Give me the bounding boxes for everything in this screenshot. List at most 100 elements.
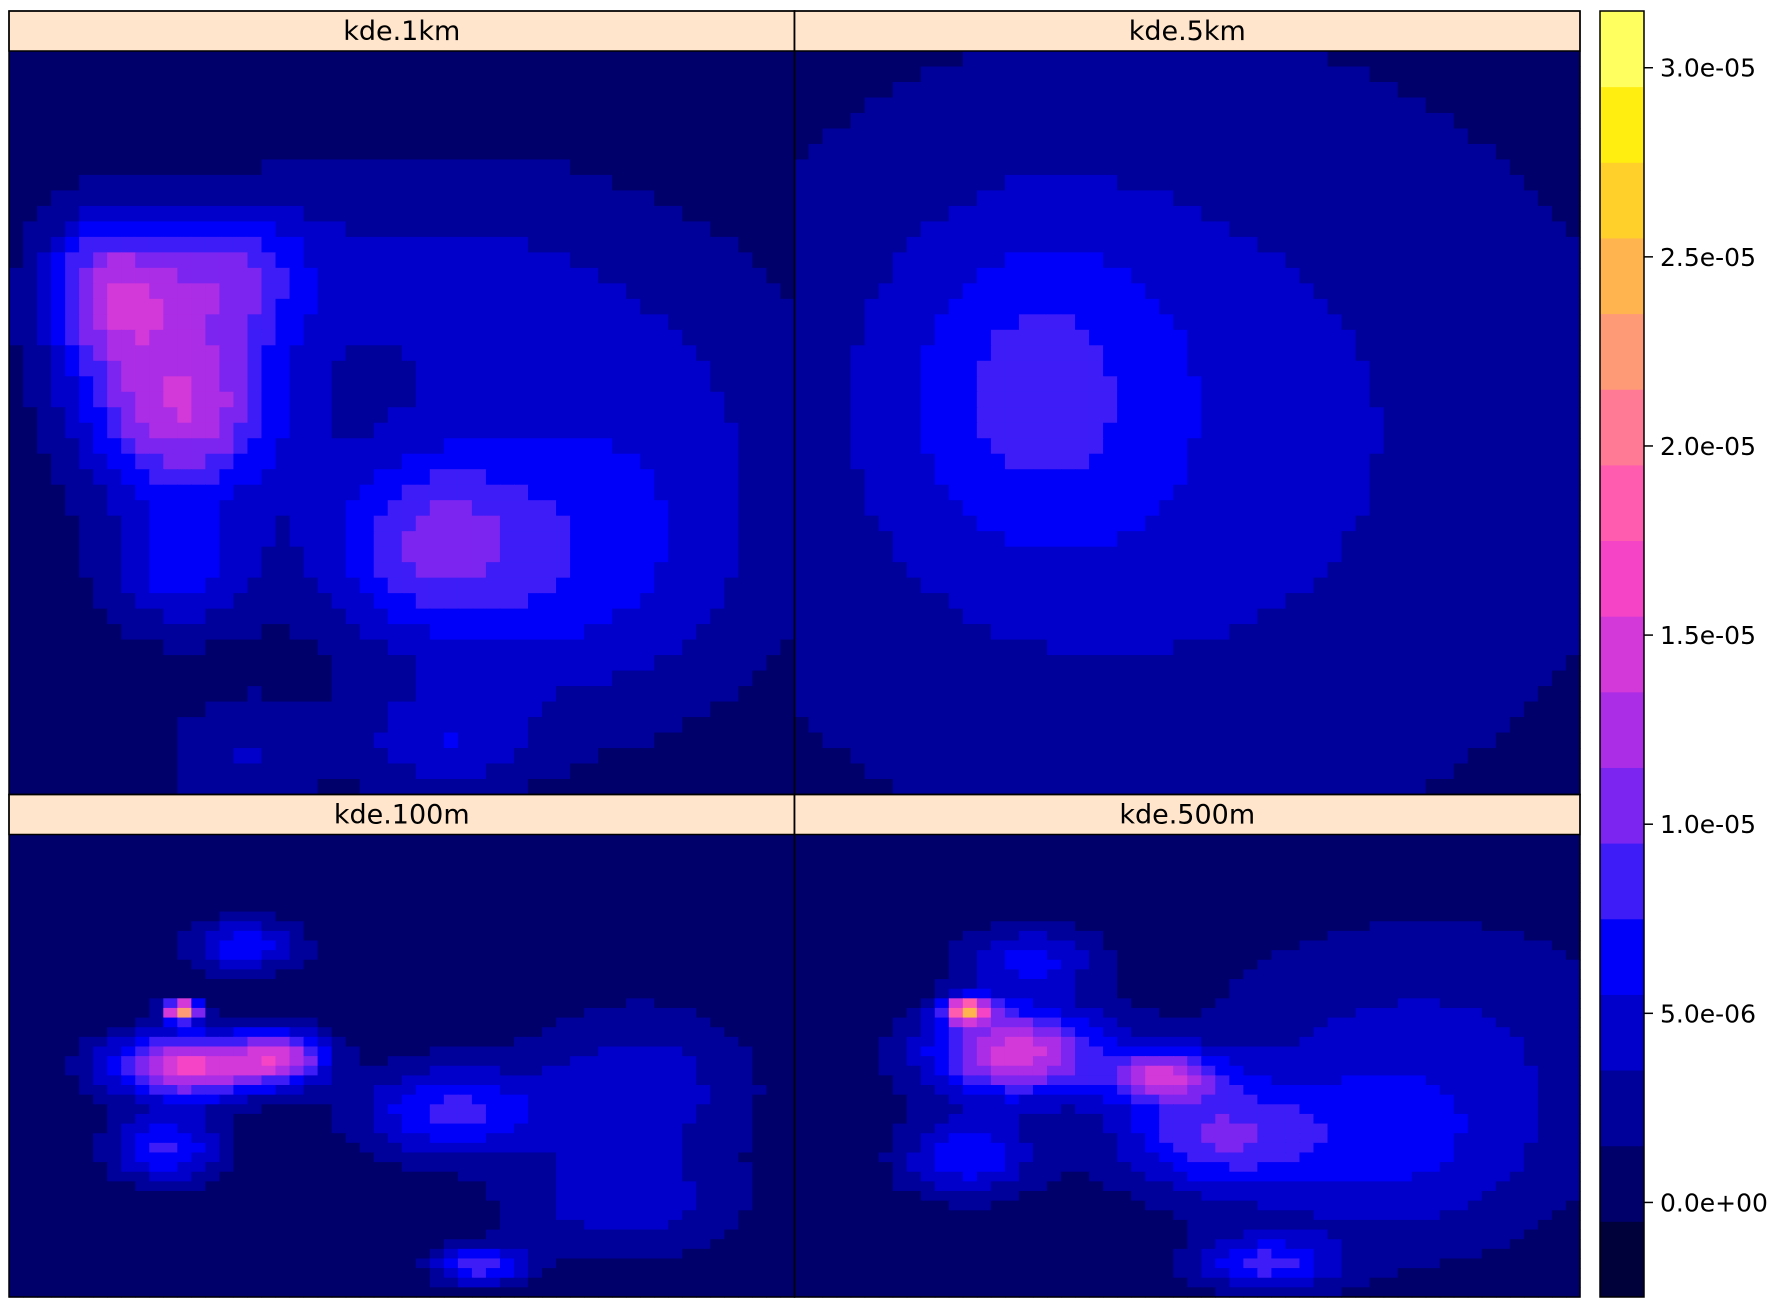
raster-cell xyxy=(527,546,543,563)
raster-cell xyxy=(1061,345,1076,362)
raster-cell xyxy=(219,174,235,192)
raster-cell xyxy=(247,453,263,470)
raster-cell xyxy=(23,763,38,780)
raster-cell xyxy=(79,81,94,99)
raster-cell xyxy=(65,593,80,610)
raster-cell xyxy=(499,655,515,672)
raster-cell xyxy=(780,748,796,765)
raster-cell xyxy=(219,360,235,377)
raster-cell xyxy=(1018,283,1034,300)
raster-cell xyxy=(850,345,866,362)
raster-cell xyxy=(1004,128,1020,145)
raster-cell xyxy=(1075,128,1090,145)
raster-cell xyxy=(51,779,66,796)
raster-cell xyxy=(149,639,164,656)
raster-cell xyxy=(542,314,557,331)
raster-cell xyxy=(1313,422,1329,439)
raster-cell xyxy=(570,546,585,563)
raster-cell xyxy=(1229,221,1244,238)
raster-cell xyxy=(1369,376,1385,393)
raster-cell xyxy=(135,453,150,470)
raster-cell xyxy=(1032,236,1048,253)
raster-cell xyxy=(275,66,291,83)
raster-cell xyxy=(51,391,66,408)
raster-cell xyxy=(990,159,1006,176)
raster-cell xyxy=(527,484,543,501)
raster-cell xyxy=(261,51,277,68)
raster-cell xyxy=(556,453,571,470)
raster-cell xyxy=(780,159,796,176)
raster-cell xyxy=(303,298,319,315)
raster-cell xyxy=(401,51,417,68)
raster-cell xyxy=(1159,66,1174,83)
raster-cell xyxy=(920,608,936,625)
raster-cell xyxy=(1453,670,1469,687)
raster-cell xyxy=(1481,112,1497,130)
raster-cell xyxy=(443,143,459,161)
raster-cell xyxy=(51,205,66,222)
raster-cell xyxy=(1285,515,1301,532)
raster-cell xyxy=(682,345,697,362)
raster-cell xyxy=(1215,236,1230,253)
raster-cell xyxy=(457,345,473,362)
raster-cell xyxy=(1453,593,1469,610)
raster-cell xyxy=(556,717,571,734)
raster-cell xyxy=(1243,221,1258,238)
raster-cell xyxy=(626,329,641,346)
raster-cell xyxy=(556,670,571,687)
raster-cell xyxy=(1285,484,1301,501)
raster-cell xyxy=(976,453,992,470)
raster-cell xyxy=(990,298,1006,315)
raster-cell xyxy=(934,159,950,176)
raster-cell xyxy=(1369,190,1385,207)
raster-cell xyxy=(1145,515,1160,532)
raster-cell xyxy=(429,608,445,625)
raster-cell xyxy=(934,252,950,269)
raster-cell xyxy=(121,314,136,331)
raster-cell xyxy=(387,283,403,300)
raster-cell xyxy=(359,763,375,780)
raster-cell xyxy=(303,608,319,625)
raster-cell xyxy=(1565,484,1581,501)
raster-cell xyxy=(654,81,669,99)
raster-cell xyxy=(1075,314,1090,331)
raster-cell xyxy=(1369,562,1385,579)
raster-cell xyxy=(93,469,108,486)
raster-cell xyxy=(556,639,571,656)
raster-cell xyxy=(780,128,796,145)
raster-cell xyxy=(205,732,221,749)
raster-cell xyxy=(1187,422,1202,439)
raster-cell xyxy=(1411,531,1427,548)
raster-cell xyxy=(457,407,473,424)
raster-cell xyxy=(1032,314,1048,331)
raster-cell xyxy=(1439,469,1455,486)
raster-cell xyxy=(654,314,669,331)
raster-cell xyxy=(275,174,291,192)
raster-cell xyxy=(682,360,697,377)
raster-cell xyxy=(79,422,94,439)
raster-cell xyxy=(1187,655,1202,672)
raster-cell xyxy=(738,763,754,780)
raster-cell xyxy=(317,221,333,238)
raster-cell xyxy=(822,422,838,439)
raster-cell xyxy=(373,639,389,656)
raster-cell xyxy=(1257,562,1273,579)
raster-cell xyxy=(205,500,221,517)
raster-cell xyxy=(1495,112,1511,130)
raster-cell xyxy=(331,376,347,393)
raster-cell xyxy=(1537,438,1553,455)
raster-cell xyxy=(331,484,347,501)
raster-cell xyxy=(1425,267,1441,284)
raster-cell xyxy=(668,81,683,99)
raster-cell xyxy=(1565,174,1581,192)
raster-cell xyxy=(724,314,739,331)
raster-cell xyxy=(247,531,263,548)
raster-cell xyxy=(261,128,277,145)
raster-cell xyxy=(401,701,417,718)
raster-cell xyxy=(177,686,192,703)
raster-cell xyxy=(1271,360,1287,377)
raster-cell xyxy=(864,128,880,145)
raster-cell xyxy=(1089,345,1104,362)
raster-cell xyxy=(1425,190,1441,207)
raster-cell xyxy=(1551,453,1567,470)
